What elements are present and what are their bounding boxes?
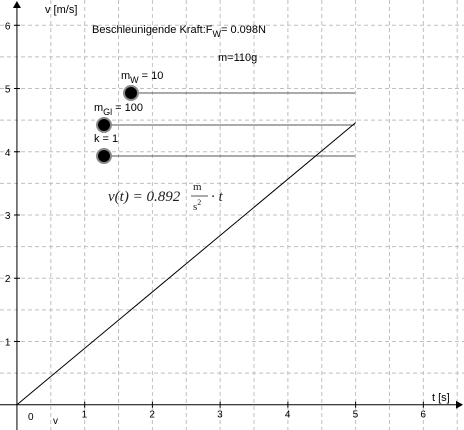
y-tick-labels: 1 2 3 4 5 6 — [5, 21, 20, 348]
mass-text: m=110g — [218, 52, 257, 64]
y-tick-label: 6 — [5, 21, 11, 32]
y-tick-label: 2 — [5, 274, 11, 285]
formula-den-base: s — [193, 201, 197, 213]
origin-label: 0 — [28, 412, 34, 423]
velocity-line — [16, 122, 356, 406]
slider-k-label: k = 1 — [94, 133, 118, 145]
formula: v(t) = 0.892 m s2 · t — [108, 181, 224, 213]
slider-k[interactable]: k = 1 — [94, 133, 355, 164]
force-text: Beschleunigende Kraft:FW= 0.098N — [92, 24, 266, 39]
y-axis-label: v [m/s] — [45, 4, 77, 16]
y-axis-arrow — [12, 1, 21, 8]
slider-mw-knob[interactable] — [125, 87, 137, 99]
x-tick-label: 2 — [149, 410, 155, 421]
slider-mw[interactable]: mW = 10 — [121, 70, 355, 101]
slider-mw-sub: W — [130, 75, 139, 85]
formula-den: s2 — [193, 198, 201, 213]
slider-k-name: k — [94, 133, 100, 145]
y-tick-label: 4 — [5, 148, 11, 159]
slider-mw-name: m — [121, 70, 130, 82]
slider-mw-label: mW = 10 — [121, 70, 163, 85]
slider-mgl-name: m — [94, 102, 103, 114]
x-tick-label: 1 — [82, 410, 88, 421]
force-prefix: Beschleunigende Kraft:F — [92, 24, 213, 36]
force-value: = 0.098N — [221, 24, 266, 36]
x-tick-label: 6 — [420, 410, 426, 421]
slider-mgl-value: = 100 — [115, 102, 143, 114]
force-sub: W — [212, 29, 221, 39]
formula-den-exp: 2 — [197, 198, 201, 207]
slider-mgl-sub: Gl — [103, 107, 112, 117]
x-tick-label: 4 — [285, 410, 291, 421]
slider-mw-value: = 10 — [142, 70, 164, 82]
slider-mgl[interactable]: mGl = 100 — [94, 102, 355, 133]
x-axis-arrow — [456, 400, 463, 409]
formula-num: m — [193, 181, 202, 193]
slider-k-knob[interactable] — [98, 150, 110, 162]
slider-mgl-knob[interactable] — [98, 119, 110, 131]
formula-rhs: · t — [211, 189, 224, 205]
corner-label: v — [53, 416, 58, 427]
velocity-series — [16, 122, 356, 406]
x-tick-labels: 1 2 3 4 5 6 — [82, 401, 426, 421]
formula-lhs: v(t) = 0.892 — [108, 189, 181, 205]
y-tick-label: 1 — [5, 337, 11, 348]
y-tick-label: 3 — [5, 211, 11, 222]
slider-k-value: = 1 — [103, 133, 119, 145]
y-tick-label: 5 — [5, 85, 11, 96]
x-tick-label: 5 — [353, 410, 359, 421]
x-tick-label: 3 — [217, 410, 223, 421]
x-axis-label: t [s] — [432, 392, 450, 404]
slider-mgl-label: mGl = 100 — [94, 102, 143, 117]
